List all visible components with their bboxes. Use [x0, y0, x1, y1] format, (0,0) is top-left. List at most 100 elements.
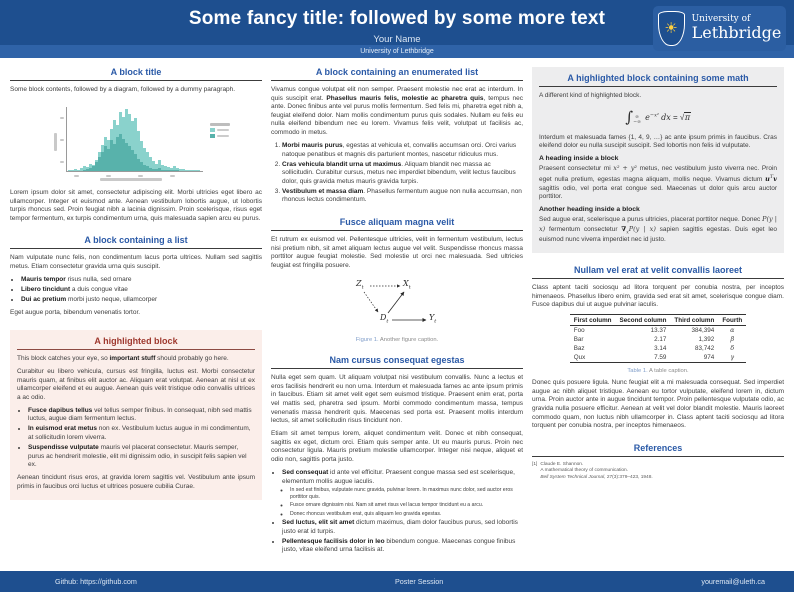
list-item: Fusce dapibus tellus vel tellus semper f…: [28, 407, 255, 424]
node-Z: Zt: [356, 279, 364, 291]
list-item: In sed est finibus, vulputate nunc gravi…: [290, 487, 523, 501]
table-row: Bar 2.17 1,392 β: [570, 335, 747, 344]
column-header: Third column: [670, 314, 719, 327]
legend-label: [216, 135, 229, 138]
legend-label: [216, 129, 229, 132]
highlighted-math-block: A highlighted block containing some math…: [532, 67, 784, 254]
block-table: Nullam vel erat at velit convallis laore…: [532, 265, 784, 431]
histogram-bar: [98, 157, 101, 172]
table-header-row: First column Second column Third column …: [569, 314, 747, 327]
block-heading: A block containing an enumerated list: [271, 67, 523, 81]
sub-bullet-list: In sed est finibus, vulputate nunc gravi…: [282, 487, 523, 517]
histogram-bar: [80, 167, 83, 172]
paragraph: A different kind of highlighted block.: [539, 92, 642, 99]
column-header: Second column: [615, 314, 671, 327]
table-caption: Table 1. A table caption.: [627, 368, 689, 375]
histogram-bar: [170, 167, 173, 172]
histogram-bar: [71, 170, 74, 172]
x-tick-label: [170, 175, 175, 178]
block-a-block-title: A block title Some block contents, follo…: [10, 67, 262, 223]
node-X: Xt: [403, 279, 411, 291]
histogram-bar: [143, 164, 146, 172]
poster-body: A block title Some block contents, follo…: [0, 58, 794, 567]
block-nam-cursus: Nam cursus consequat egestas Nulla eget …: [271, 355, 523, 555]
histogram-bar: [104, 146, 107, 172]
histogram-bar: [161, 169, 164, 172]
list-item: Dui ac pretium morbi justo neque, ullamc…: [21, 296, 262, 305]
histogram-bar: [92, 166, 95, 172]
author-name: Your Name: [373, 34, 421, 45]
node-D: Dt: [380, 313, 389, 325]
column-header: Fourth: [718, 314, 747, 327]
block-figure: Fusce aliquam magna velit Et rutrum ex e…: [271, 217, 523, 343]
histogram-bar: [152, 168, 155, 172]
reference-entry: [1] Claude E. Shannon. A mathematical th…: [532, 462, 784, 481]
histogram-bar: [89, 167, 92, 172]
list-item: Morbi mauris purus, egestas at vehicula …: [282, 142, 523, 159]
list-item: Suspendisse vulputate mauris vel placera…: [28, 444, 255, 470]
y-axis-label: [54, 133, 57, 152]
histogram-bar: [146, 166, 149, 172]
poster-header: Some fancy title: followed by some more …: [0, 0, 794, 58]
list-item: Libero tincidunt a duis congue vitae: [21, 286, 262, 295]
histogram-bar: [188, 169, 191, 172]
y-tick-label: [60, 139, 64, 142]
list-item: In euismod erat metus non ex. Vestibulum…: [28, 425, 255, 442]
histogram-bar: [164, 169, 167, 172]
histogram-bar: [128, 114, 131, 172]
figure-1: Zt Xt Dt Yt Figure 1. Another figure cap…: [271, 276, 523, 343]
highlighted-block: A highlighted block This block catches y…: [10, 329, 262, 500]
histogram-bar: [128, 146, 131, 172]
histogram-bar: [119, 133, 122, 172]
histogram-bar: [137, 158, 140, 172]
paragraph: Sed augue erat, scelerisque a purus ultr…: [539, 215, 777, 244]
histogram-bar: [137, 130, 140, 172]
legend-swatch-teal-light: [210, 128, 215, 133]
table-cell: Baz: [573, 345, 585, 353]
list-item: Pellentesque facilisis dolor in leo bibe…: [282, 538, 523, 555]
plot-area: [66, 107, 203, 173]
histogram-bar: [158, 159, 161, 172]
table-cell: 3.14: [654, 345, 667, 353]
histogram-bar: [95, 162, 98, 172]
sun-icon: ☀: [664, 20, 678, 37]
block-heading: References: [532, 443, 784, 457]
data-table: First column Second column Third column …: [569, 314, 747, 364]
table-cell: 83,742: [695, 345, 715, 353]
histogram-bar: [83, 166, 86, 172]
histogram-bar: [167, 167, 170, 172]
paragraph: Some block contents, followed by a diagr…: [10, 86, 236, 93]
reference-authors: Claude E. Shannon.: [540, 461, 584, 467]
email-link[interactable]: youremail@uleth.ca: [701, 577, 765, 586]
legend-title: [210, 123, 230, 126]
table-cell: Bar: [573, 336, 584, 344]
block-heading: A block containing a list: [10, 235, 262, 250]
histogram-bar: [89, 163, 92, 172]
block-heading: Fusce aliquam magna velit: [271, 217, 523, 232]
histogram-bar: [185, 169, 188, 172]
histogram-bar: [146, 152, 149, 172]
x-tick-label: [106, 175, 111, 178]
reference-number: [1]: [532, 461, 538, 467]
logo-line2: Lethbridge: [691, 22, 782, 42]
histogram-bar: [197, 170, 200, 172]
github-link[interactable]: Github: https://github.com: [55, 577, 137, 586]
block-heading: Nam cursus consequat egestas: [271, 355, 523, 370]
histogram-bar: [110, 140, 113, 172]
x-tick-label: [138, 175, 143, 178]
histogram-bar: [173, 169, 176, 172]
legend-swatch-teal-dark: [210, 134, 215, 139]
paragraph: Eget augue porta, bibendum venenatis tor…: [10, 309, 141, 317]
table-cell: 2.17: [654, 336, 667, 344]
paragraph: Et rutrum ex euismod vel. Pellentesque u…: [271, 236, 523, 269]
histogram-bar: [149, 157, 152, 172]
table-row: Baz 3.14 83,742 δ: [570, 344, 747, 353]
histogram-bar: [179, 168, 182, 172]
table-cell: β: [730, 336, 735, 344]
histogram-bar: [155, 163, 158, 172]
diagram-arrows: [363, 284, 427, 323]
paragraph: Aenean tincidunt risus eros, at gravida …: [17, 474, 255, 490]
histogram-bar: [143, 147, 146, 172]
list-item: Donec rhoncus vestibulum erat, quis aliq…: [290, 511, 523, 518]
table-cell: γ: [718, 353, 747, 364]
